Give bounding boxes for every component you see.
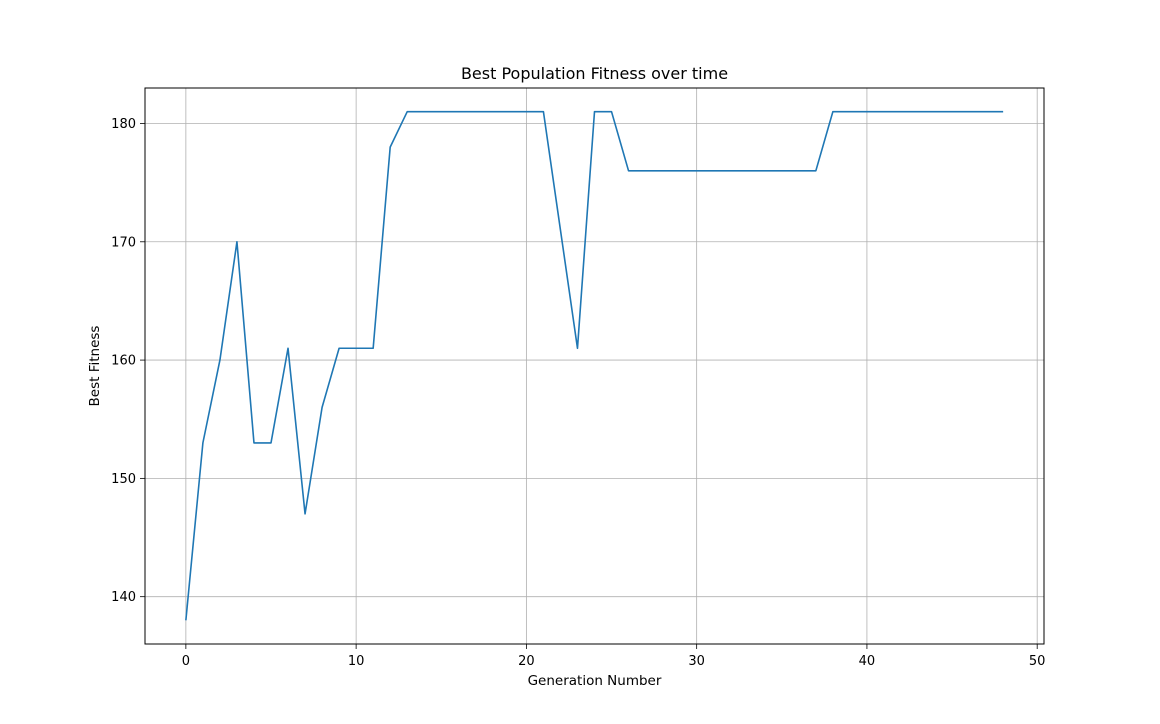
plot-area-frame [144,87,1045,645]
x-tick-label: 40 [859,654,876,669]
y-tick-label: 160 [111,354,136,369]
chart-title: Best Population Fitness over time [461,64,728,83]
x-axis-label: Generation Number [528,673,662,689]
y-tick-label: 150 [111,472,136,487]
y-tick-label: 180 [111,117,136,132]
y-axis-label: Best Fitness [87,326,103,407]
grid-lines [145,88,1044,644]
y-axis-ticks: 140 150 160 170 180 [111,117,145,605]
x-tick-label: 30 [688,654,705,669]
x-axis-ticks: 0 10 20 30 40 50 [182,644,1046,669]
series-line [185,110,1004,621]
x-tick-label: 50 [1029,654,1046,669]
y-tick-label: 170 [111,235,136,250]
x-tick-label: 20 [518,654,535,669]
x-tick-label: 0 [182,654,190,669]
series-layer [185,110,1004,621]
x-tick-label: 10 [348,654,365,669]
y-tick-label: 140 [111,590,136,605]
